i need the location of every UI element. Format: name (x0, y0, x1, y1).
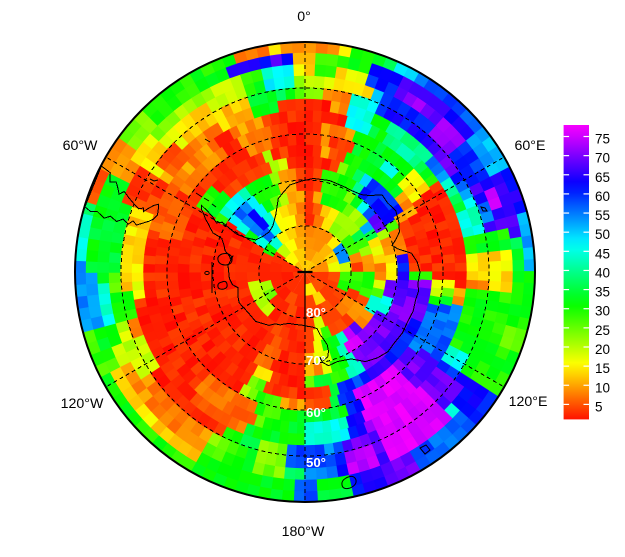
svg-text:40: 40 (595, 265, 610, 280)
svg-text:60°W: 60°W (63, 138, 98, 154)
svg-text:15: 15 (595, 361, 610, 376)
svg-text:45: 45 (595, 246, 610, 261)
svg-text:50: 50 (595, 227, 610, 242)
svg-text:75: 75 (595, 132, 610, 147)
svg-text:70: 70 (595, 151, 610, 166)
svg-text:70°: 70° (306, 353, 326, 368)
svg-text:65: 65 (595, 170, 610, 185)
svg-text:120°W: 120°W (61, 396, 104, 412)
svg-text:35: 35 (595, 285, 610, 300)
svg-text:55: 55 (595, 208, 610, 223)
svg-text:10: 10 (595, 380, 610, 395)
svg-text:5: 5 (595, 399, 603, 414)
svg-text:60°: 60° (306, 405, 326, 420)
svg-text:180°W: 180°W (282, 524, 325, 540)
svg-text:20: 20 (595, 342, 610, 357)
svg-text:50°: 50° (306, 455, 326, 470)
svg-text:30: 30 (595, 304, 610, 319)
svg-text:0°: 0° (297, 9, 311, 25)
svg-text:80°: 80° (306, 305, 326, 320)
svg-text:60: 60 (595, 189, 610, 204)
svg-text:25: 25 (595, 323, 610, 338)
svg-text:120°E: 120°E (509, 394, 548, 410)
svg-text:60°E: 60°E (515, 138, 546, 154)
